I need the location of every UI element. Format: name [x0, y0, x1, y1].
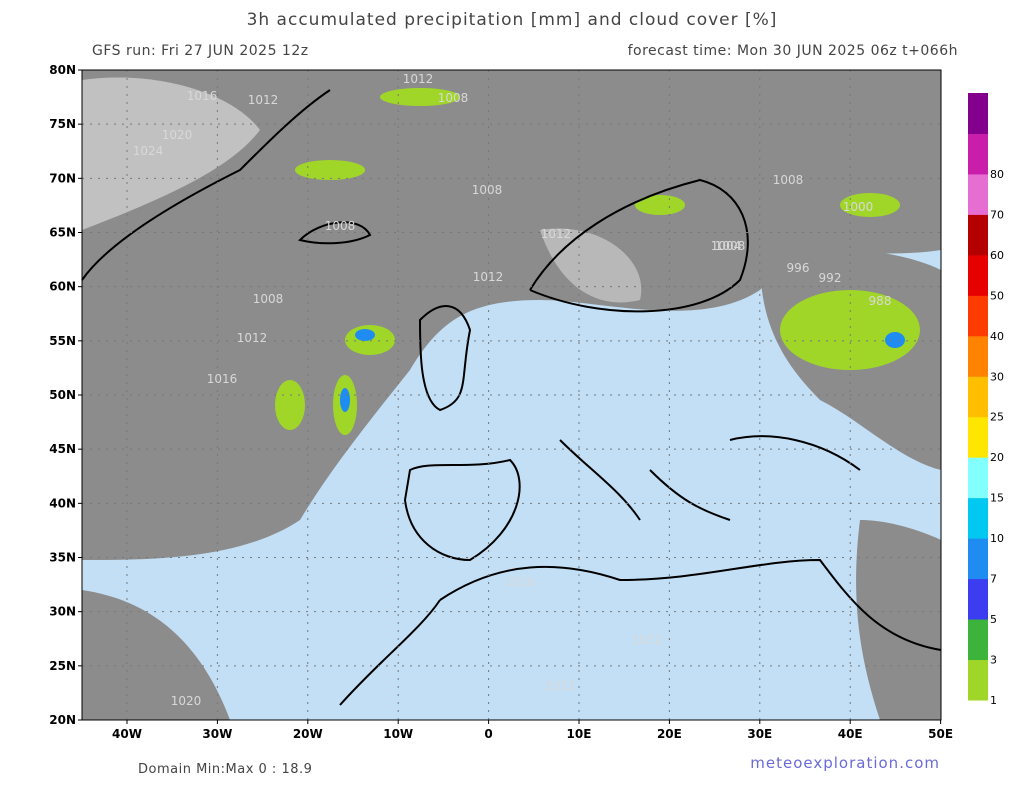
lat-label: 60N: [49, 280, 76, 294]
isobar-label: 1012: [403, 72, 434, 86]
isobar-label: 992: [819, 271, 842, 285]
precip-heavy: [340, 329, 905, 412]
colorbar-segment: [968, 93, 988, 134]
lat-label: 70N: [49, 171, 76, 185]
colorbar-label: 7: [990, 573, 997, 586]
lat-label: 80N: [49, 63, 76, 77]
isobar-label: 1008: [472, 183, 503, 197]
lon-label: 40W: [112, 727, 142, 741]
isobar-label: 1012: [473, 270, 504, 284]
lon-label: 30W: [202, 727, 232, 741]
colorbar-segment: [968, 538, 988, 580]
isobar-label: 1008: [715, 239, 746, 253]
colorbar-segment: [968, 457, 988, 499]
colorbar-segment: [968, 335, 988, 377]
lon-label: 0: [484, 727, 492, 741]
lat-label: 40N: [49, 496, 76, 510]
lat-label: 55N: [49, 334, 76, 348]
isobar-labels: 1012 1008 1016 1012 1020 1024 1008 1008 1008 1012…: [133, 72, 892, 708]
colorbar-segment: [968, 416, 988, 458]
lon-label: 10E: [567, 727, 592, 741]
isobar-label: 1008: [253, 292, 284, 306]
colorbar-segment: [968, 578, 988, 620]
axes: 80N 75N 70N 65N 60N 55N 50N 45N 40N 35N 30N 25N 20N 4…: [49, 63, 953, 741]
colorbar-label: 10: [990, 532, 1004, 545]
map: 1012 1008 1016 1012 1020 1024 1008 1008 1008 1012…: [81, 69, 942, 721]
lat-label: 45N: [49, 442, 76, 456]
lon-label: 20E: [657, 727, 682, 741]
colorbar-segment: [968, 254, 988, 296]
colorbar-segment: [968, 133, 988, 175]
isobar-label: 1000: [843, 200, 874, 214]
colorbar-label: 60: [990, 249, 1004, 262]
colorbar-segment: [968, 376, 988, 418]
colorbar-segment: [968, 497, 988, 539]
isobar-label: 1020: [162, 128, 193, 142]
lat-label: 75N: [49, 117, 76, 131]
domain-minmax: Domain Min:Max 0 : 18.9: [138, 762, 312, 777]
lat-label: 65N: [49, 226, 76, 240]
isobar-label: 1012: [237, 331, 268, 345]
colorbar-label: 50: [990, 289, 1004, 302]
lat-label: 25N: [49, 659, 76, 673]
isobar-label: 1012: [545, 679, 576, 693]
lon-label: 20W: [293, 727, 323, 741]
isobar-label: 1008: [773, 173, 804, 187]
colorbar-label: 5: [990, 613, 997, 626]
lon-label: 50E: [928, 727, 953, 741]
colorbar-label: 1: [990, 694, 997, 707]
lat-label: 50N: [49, 388, 76, 402]
colorbar-segment: [968, 214, 988, 256]
coastlines: [81, 89, 942, 706]
colorbar: 1 3 5 7 10 15 20 25 30 40 50 60 70 80: [968, 93, 1004, 707]
colorbar-label: 25: [990, 411, 1004, 424]
colorbar-label: 20: [990, 451, 1004, 464]
lon-label: 10W: [383, 727, 413, 741]
isobar-label: 996: [787, 261, 810, 275]
lon-label: 30E: [747, 727, 772, 741]
isobar-label: 1024: [133, 144, 164, 158]
colorbar-segment: [968, 173, 988, 215]
isobar-label: 1008: [325, 219, 356, 233]
colorbar-segment: [968, 659, 988, 701]
isobar-label: 1016: [505, 575, 536, 589]
lat-label: 35N: [49, 551, 76, 565]
credit: meteoexploration.com: [750, 754, 940, 772]
lon-label: 40E: [838, 727, 863, 741]
isobar-label: 1020: [171, 694, 202, 708]
lat-label: 20N: [49, 713, 76, 727]
lat-label: 30N: [49, 605, 76, 619]
isobar-label: 1008: [438, 91, 469, 105]
colorbar-label: 70: [990, 208, 1004, 221]
isobar-label: 1012: [632, 633, 663, 647]
colorbar-label: 15: [990, 492, 1004, 505]
title: 3h accumulated precipitation [mm] and cl…: [247, 10, 778, 30]
forecast-time: forecast time: Mon 30 JUN 2025 06z t+066…: [628, 43, 958, 59]
colorbar-segment: [968, 619, 988, 661]
isobar-label: 1004: [711, 239, 742, 253]
colorbar-label: 30: [990, 370, 1004, 383]
colorbar-label: 40: [990, 330, 1004, 343]
isobar-label: 988: [869, 294, 892, 308]
isobar-label: 1012: [541, 227, 572, 241]
colorbar-segment: [968, 295, 988, 337]
isobar-label: 1012: [248, 93, 279, 107]
colorbar-label: 80: [990, 168, 1004, 181]
run-info: GFS run: Fri 27 JUN 2025 12z: [92, 43, 309, 59]
isobar-label: 1016: [187, 89, 218, 103]
colorbar-label: 3: [990, 654, 997, 667]
precip: [275, 88, 920, 435]
isobar-label: 1016: [207, 372, 238, 386]
